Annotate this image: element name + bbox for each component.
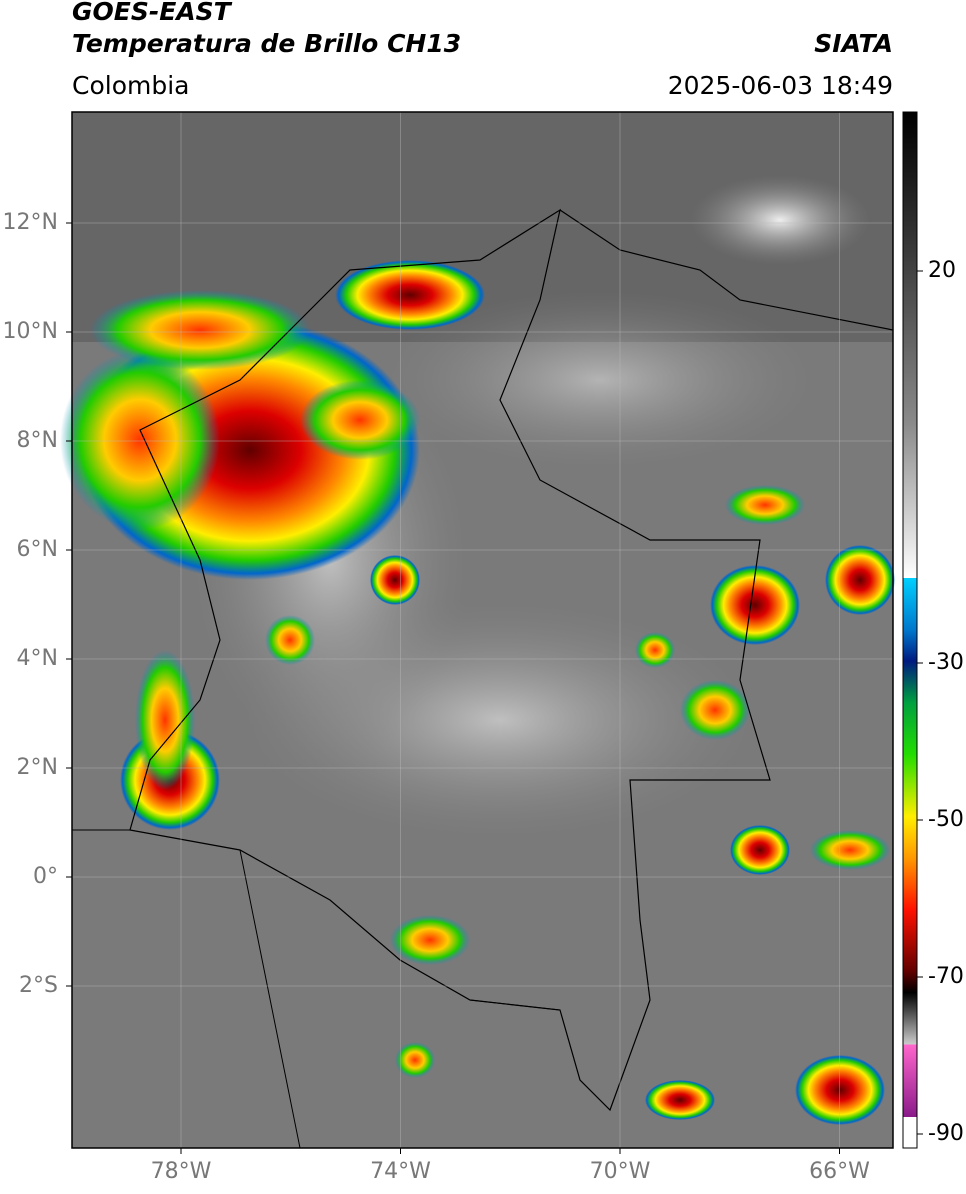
datetime: 2025-06-03 18:49 (668, 71, 893, 100)
colorbar-label: 20 (928, 258, 956, 283)
lon-label: 78°W (151, 1159, 212, 1184)
lat-label: 12°N (3, 210, 58, 235)
coastline (559, 209, 894, 331)
storm (795, 1055, 885, 1125)
lat-label: 4°N (17, 646, 58, 671)
storm (810, 830, 890, 870)
storm (710, 565, 800, 645)
country-border (129, 208, 771, 1112)
storm (395, 1042, 435, 1078)
map-frame (71, 111, 894, 1149)
lat-label: 2°N (17, 755, 58, 780)
storm (390, 915, 470, 965)
storm (370, 555, 420, 605)
colorbar (902, 111, 918, 1149)
storm (335, 260, 485, 330)
colorbar-label: -30 (928, 650, 964, 675)
storm (725, 485, 805, 525)
storm (825, 545, 895, 615)
lat-label: 2°S (19, 973, 58, 998)
cloud (690, 175, 870, 265)
storm (730, 825, 790, 875)
storm (635, 632, 675, 668)
colorbar-label: -90 (928, 1121, 964, 1146)
lon-label: 66°W (809, 1159, 870, 1184)
satellite-name: GOES-EAST (72, 0, 233, 26)
graticule (66, 112, 893, 1154)
lat-label: 10°N (3, 319, 58, 344)
lat-label: 8°N (17, 428, 58, 453)
source: SIATA (814, 29, 893, 58)
colorbar-label: -70 (928, 964, 964, 989)
region: Colombia (72, 71, 189, 100)
storm (645, 1080, 715, 1120)
storm (265, 615, 315, 665)
storm (90, 290, 310, 370)
lon-label: 70°W (590, 1159, 651, 1184)
border (72, 829, 561, 1149)
colorbar-label: -50 (928, 807, 964, 832)
storm (135, 650, 195, 790)
map-imagery (60, 112, 895, 1149)
storm (60, 350, 220, 530)
lat-label: 0° (33, 864, 58, 889)
storm (300, 380, 420, 460)
cloud (380, 290, 820, 470)
product-title: Temperatura de Brillo CH13 (72, 29, 461, 58)
storm (680, 680, 750, 740)
lon-label: 74°W (370, 1159, 431, 1184)
lat-label: 6°N (17, 537, 58, 562)
